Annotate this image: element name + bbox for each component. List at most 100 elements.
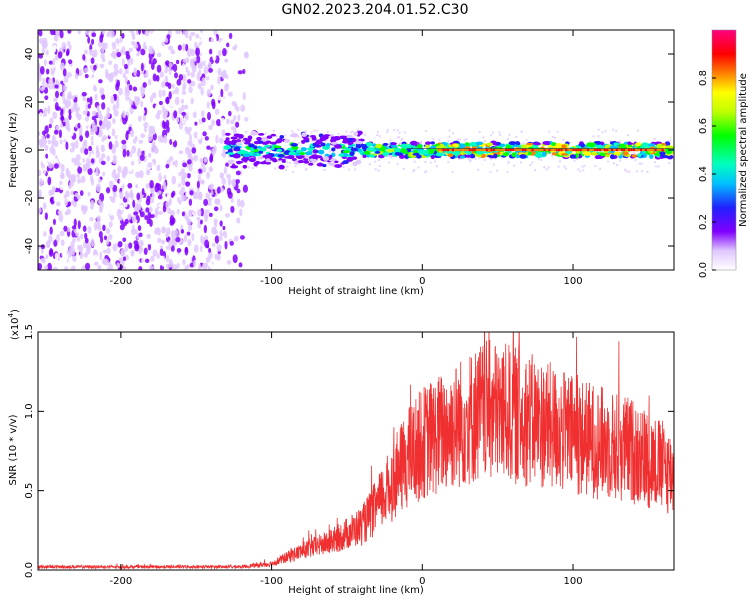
spectrogram-cell [382,152,389,156]
spectrogram-cell [363,151,371,155]
spectrogram-cell [187,159,192,165]
spectrogram-cell [157,214,162,223]
spectrogram-cell [79,252,83,260]
spectrogram-cell [319,148,322,151]
spectrogram-cell [126,149,130,157]
spectrogram-cell [101,136,105,143]
spectrogram-cell [114,69,120,74]
spectrogram-cell [68,113,72,120]
spectrogram-cell [88,145,93,152]
spectrogram-cell [376,134,379,137]
colorbar-tick-label: 0.6 [698,118,709,134]
spectrogram-cell [142,81,147,88]
spectrogram-cell [53,195,58,203]
spectrogram-cell [43,231,47,237]
spectrogram-cell [130,160,135,166]
spectrogram-cell [118,42,123,51]
spectrogram-cell [144,148,149,156]
spectrogram-cell [299,147,302,150]
spectrogram-cell [519,148,522,152]
spectrogram-cell [56,201,61,207]
spectrogram-cell [137,55,142,61]
spectrogram-cell [95,166,99,175]
spectrogram-cell [165,263,171,269]
spectrogram-cell [47,176,52,186]
spectrogram-cell [193,218,198,227]
spectrogram-cell [221,177,227,186]
spectrogram-cell [262,155,270,158]
spectrogram-cell [53,97,58,102]
spectrogram-cell [226,260,232,265]
spectrogram-cell [162,111,168,120]
spectrogram-cell [185,190,190,197]
spectrogram-cell [150,196,155,204]
spectrogram-cell [244,141,251,145]
spectrogram-cell [236,160,241,165]
spectrogram-cell [630,148,633,152]
spectrogram-cell [577,148,580,152]
spectrogram-cell [38,216,41,226]
spectrogram-cell [242,68,246,75]
spectrogram-cell [150,47,155,55]
spectrogram-cell [594,164,597,167]
spectrogram-cell [458,143,466,149]
spectrogram-cell [161,89,166,97]
spectrogram-cell [525,139,528,142]
spectrogram-cell [103,249,107,254]
x-tick-label: -100 [260,276,283,287]
spectrogram-cell [583,151,592,156]
spectrogram-cell [586,142,594,147]
spectrogram-cell [160,81,166,88]
spectrogram-cell [139,211,145,218]
spectrogram-cell [102,123,106,130]
spectrogram-cell [161,226,166,234]
snr-x-label: Height of straight line (km) [288,585,424,596]
spectrogram-cell [53,163,59,169]
spectrogram-cell [123,256,127,262]
spectrogram-cell [290,143,298,147]
spectrogram-cell [57,210,63,215]
spectrogram-cell [449,148,452,152]
spectrogram-cell [147,78,152,86]
spectrogram-cell [560,152,568,156]
spectrogram-cell [545,148,549,152]
spectrogram-cell [185,43,189,52]
spectrogram-cell [113,63,119,71]
spectrogram-cell [436,165,439,168]
spectrogram-cell [157,203,164,208]
spectrogram-cell [475,141,484,146]
spectrogram-cell [492,148,496,152]
spectrogram-cell [229,240,234,246]
spectrogram-cell [178,199,182,205]
spectrogram-cell [200,110,205,118]
spectrogram-cell [519,161,522,164]
spectrogram-cell [490,158,493,161]
spectrogram-cell [506,138,509,141]
spectrogram-cell [577,168,580,171]
spectrogram-cell [206,76,210,81]
spectrogram-cell [369,154,376,158]
spectrogram-cell [270,133,277,137]
spectrogram-cell [175,59,180,65]
spectrogram-cell [442,148,445,152]
spectrogram-cell [304,130,307,133]
spectrogram-cell [633,152,636,155]
spectrogram-cell [124,201,128,208]
spectrogram-cell [45,254,49,259]
spectrogram-cell [115,38,120,44]
spectrogram-cell [88,48,94,56]
spectrogram-cell [70,190,74,196]
spectrogram-cell [111,41,117,50]
spectrogram-cell [244,116,249,122]
spectrogram-cell [93,86,98,92]
spectrogram-cell [589,140,592,143]
spectrogram-cell [68,246,73,256]
spectrogram-cell [521,148,524,152]
spectrogram-cell [286,161,289,164]
spectrogram-cell [106,155,111,162]
spectrogram-cell [537,158,540,161]
x-tick-label: -200 [110,276,133,287]
spectrogram-cell [208,247,212,253]
spectrogram-cell [131,215,137,223]
spectrogram-cell [486,142,493,146]
